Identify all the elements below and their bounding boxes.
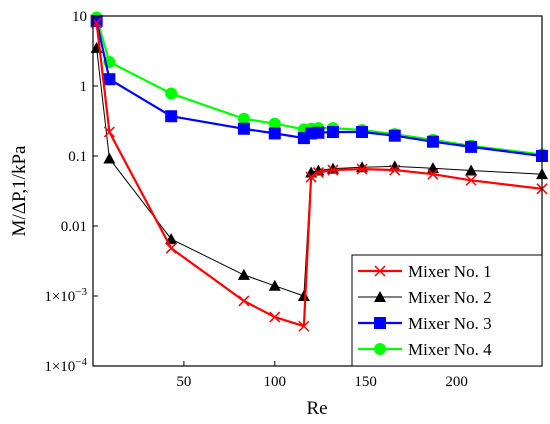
data-point-x-marker <box>312 167 324 179</box>
data-point-square-marker <box>165 110 178 123</box>
data-point-triangle-marker <box>268 279 281 291</box>
y-tick-label-main: 1×10 <box>44 359 75 375</box>
plot-frame <box>92 15 543 367</box>
data-point-x-marker <box>298 320 310 332</box>
data-point-square-marker <box>305 127 318 140</box>
series-3 <box>90 14 548 162</box>
y-tick-label-main: 10 <box>72 9 87 25</box>
y-tick-label: 10 <box>72 9 87 25</box>
data-point-triangle-marker <box>297 290 310 301</box>
y-tick-label: 1×10−3 <box>44 286 87 305</box>
y-tick-label: 1 <box>80 79 88 95</box>
x-tick-label: 100 <box>264 374 287 390</box>
data-point-square-marker <box>426 135 439 148</box>
legend-label: Mixer No. 3 <box>408 314 492 333</box>
x-axis-ticks: 50 100 150 200 <box>176 361 468 390</box>
y-tick-label-main: 1×10 <box>44 289 75 305</box>
data-point-square-marker <box>312 126 325 139</box>
series-layer <box>90 11 548 332</box>
data-point-circle-marker <box>268 117 281 130</box>
y-tick-label-exponent: −3 <box>75 286 87 298</box>
data-point-x-marker <box>389 164 401 176</box>
legend-label: Mixer No. 4 <box>408 340 492 359</box>
y-tick-label: 1×10−4 <box>44 356 87 375</box>
data-point-x-marker <box>238 295 250 307</box>
data-point-square-marker <box>90 14 103 27</box>
legend-label: Mixer No. 2 <box>408 288 492 307</box>
y-tick-label-main: 0.1 <box>68 149 87 165</box>
data-point-square-marker <box>388 129 401 142</box>
y-tick-label-main: 1 <box>80 79 88 95</box>
data-point-circle-marker <box>374 343 386 355</box>
x-tick-label: 50 <box>176 374 191 390</box>
data-point-square-marker <box>103 73 116 86</box>
data-point-x-marker <box>305 171 317 183</box>
legend-item: Mixer No. 2 <box>358 288 492 307</box>
data-point-circle-marker <box>237 112 250 125</box>
data-point-square-marker <box>356 126 369 139</box>
data-point-triangle-marker <box>388 160 401 172</box>
x-tick-label: 150 <box>354 374 377 390</box>
x-axis-label: Re <box>306 398 327 419</box>
data-point-x-marker <box>269 311 281 323</box>
data-point-triangle-marker <box>237 268 250 280</box>
data-point-x-marker <box>327 164 339 176</box>
y-tick-label: 0.01 <box>61 219 87 235</box>
data-point-x-marker <box>374 265 386 277</box>
y-tick-label: 0.1 <box>68 149 87 165</box>
data-point-square-marker <box>326 126 339 139</box>
data-point-square-marker <box>268 127 281 140</box>
data-point-x-marker <box>427 168 439 180</box>
legend-label: Mixer No. 1 <box>408 262 492 281</box>
legend-item: Mixer No. 1 <box>358 262 492 281</box>
data-point-square-marker <box>465 140 478 153</box>
data-point-x-marker <box>356 163 368 175</box>
legend: Mixer No. 1 Mixer No. 2 Mixer No. 3 Mixer N… <box>351 254 543 367</box>
y-axis-label: M/ΔP,1/kPa <box>9 145 30 236</box>
legend-item: Mixer No. 4 <box>358 340 492 359</box>
data-point-circle-marker <box>165 87 178 100</box>
data-point-triangle-marker <box>465 164 478 176</box>
legend-item: Mixer No. 3 <box>358 314 492 333</box>
data-point-triangle-marker <box>374 291 386 302</box>
data-point-triangle-marker <box>103 152 116 164</box>
data-point-square-marker <box>237 122 250 135</box>
series-1 <box>91 17 548 332</box>
y-tick-label-main: 0.01 <box>61 219 87 235</box>
data-point-x-marker <box>465 174 477 186</box>
data-point-square-marker <box>374 317 386 329</box>
series-line <box>95 22 543 328</box>
data-point-x-marker <box>103 126 115 138</box>
x-tick-label: 200 <box>445 374 468 390</box>
y-tick-label-exponent: −4 <box>75 356 87 368</box>
data-point-x-marker <box>165 242 177 254</box>
